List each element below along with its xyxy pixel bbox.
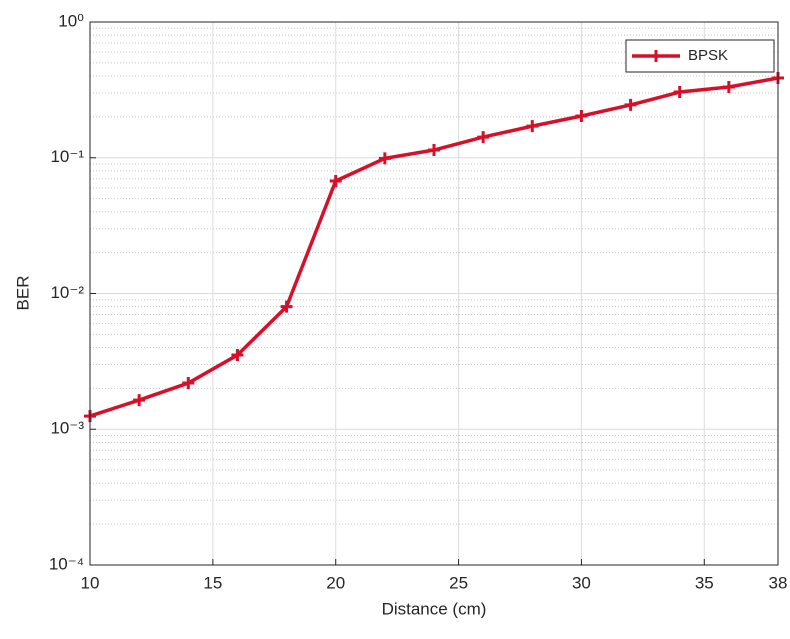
marker xyxy=(428,144,440,157)
y-axis-label: BER xyxy=(13,276,32,311)
legend-marker xyxy=(650,50,662,62)
y-tick-label: 10⁻² xyxy=(50,283,84,302)
marker xyxy=(378,152,391,165)
x-tick-label: 15 xyxy=(203,573,222,592)
marker xyxy=(673,86,686,99)
marker xyxy=(280,300,293,313)
marker xyxy=(182,377,195,390)
x-tick-label: 35 xyxy=(695,573,714,592)
marker xyxy=(133,394,146,407)
x-tick-label: 38 xyxy=(769,573,788,592)
y-tick-label: 10⁰ xyxy=(58,11,84,30)
x-tick-label: 30 xyxy=(572,573,591,592)
y-tick-label: 10⁻¹ xyxy=(50,147,84,166)
x-tick-label: 25 xyxy=(449,573,468,592)
marker xyxy=(722,81,735,94)
marker xyxy=(575,110,588,123)
marker xyxy=(477,131,490,144)
marker xyxy=(526,120,539,133)
y-tick-label: 10⁻³ xyxy=(50,419,84,438)
x-axis-label: Distance (cm) xyxy=(382,599,487,618)
marker xyxy=(624,98,637,111)
marker xyxy=(231,349,244,362)
legend-label: BPSK xyxy=(688,47,728,64)
x-tick-label: 20 xyxy=(326,573,345,592)
y-tick-label: 10⁻⁴ xyxy=(49,554,84,573)
x-tick-label: 10 xyxy=(81,573,100,592)
marker xyxy=(329,175,342,188)
